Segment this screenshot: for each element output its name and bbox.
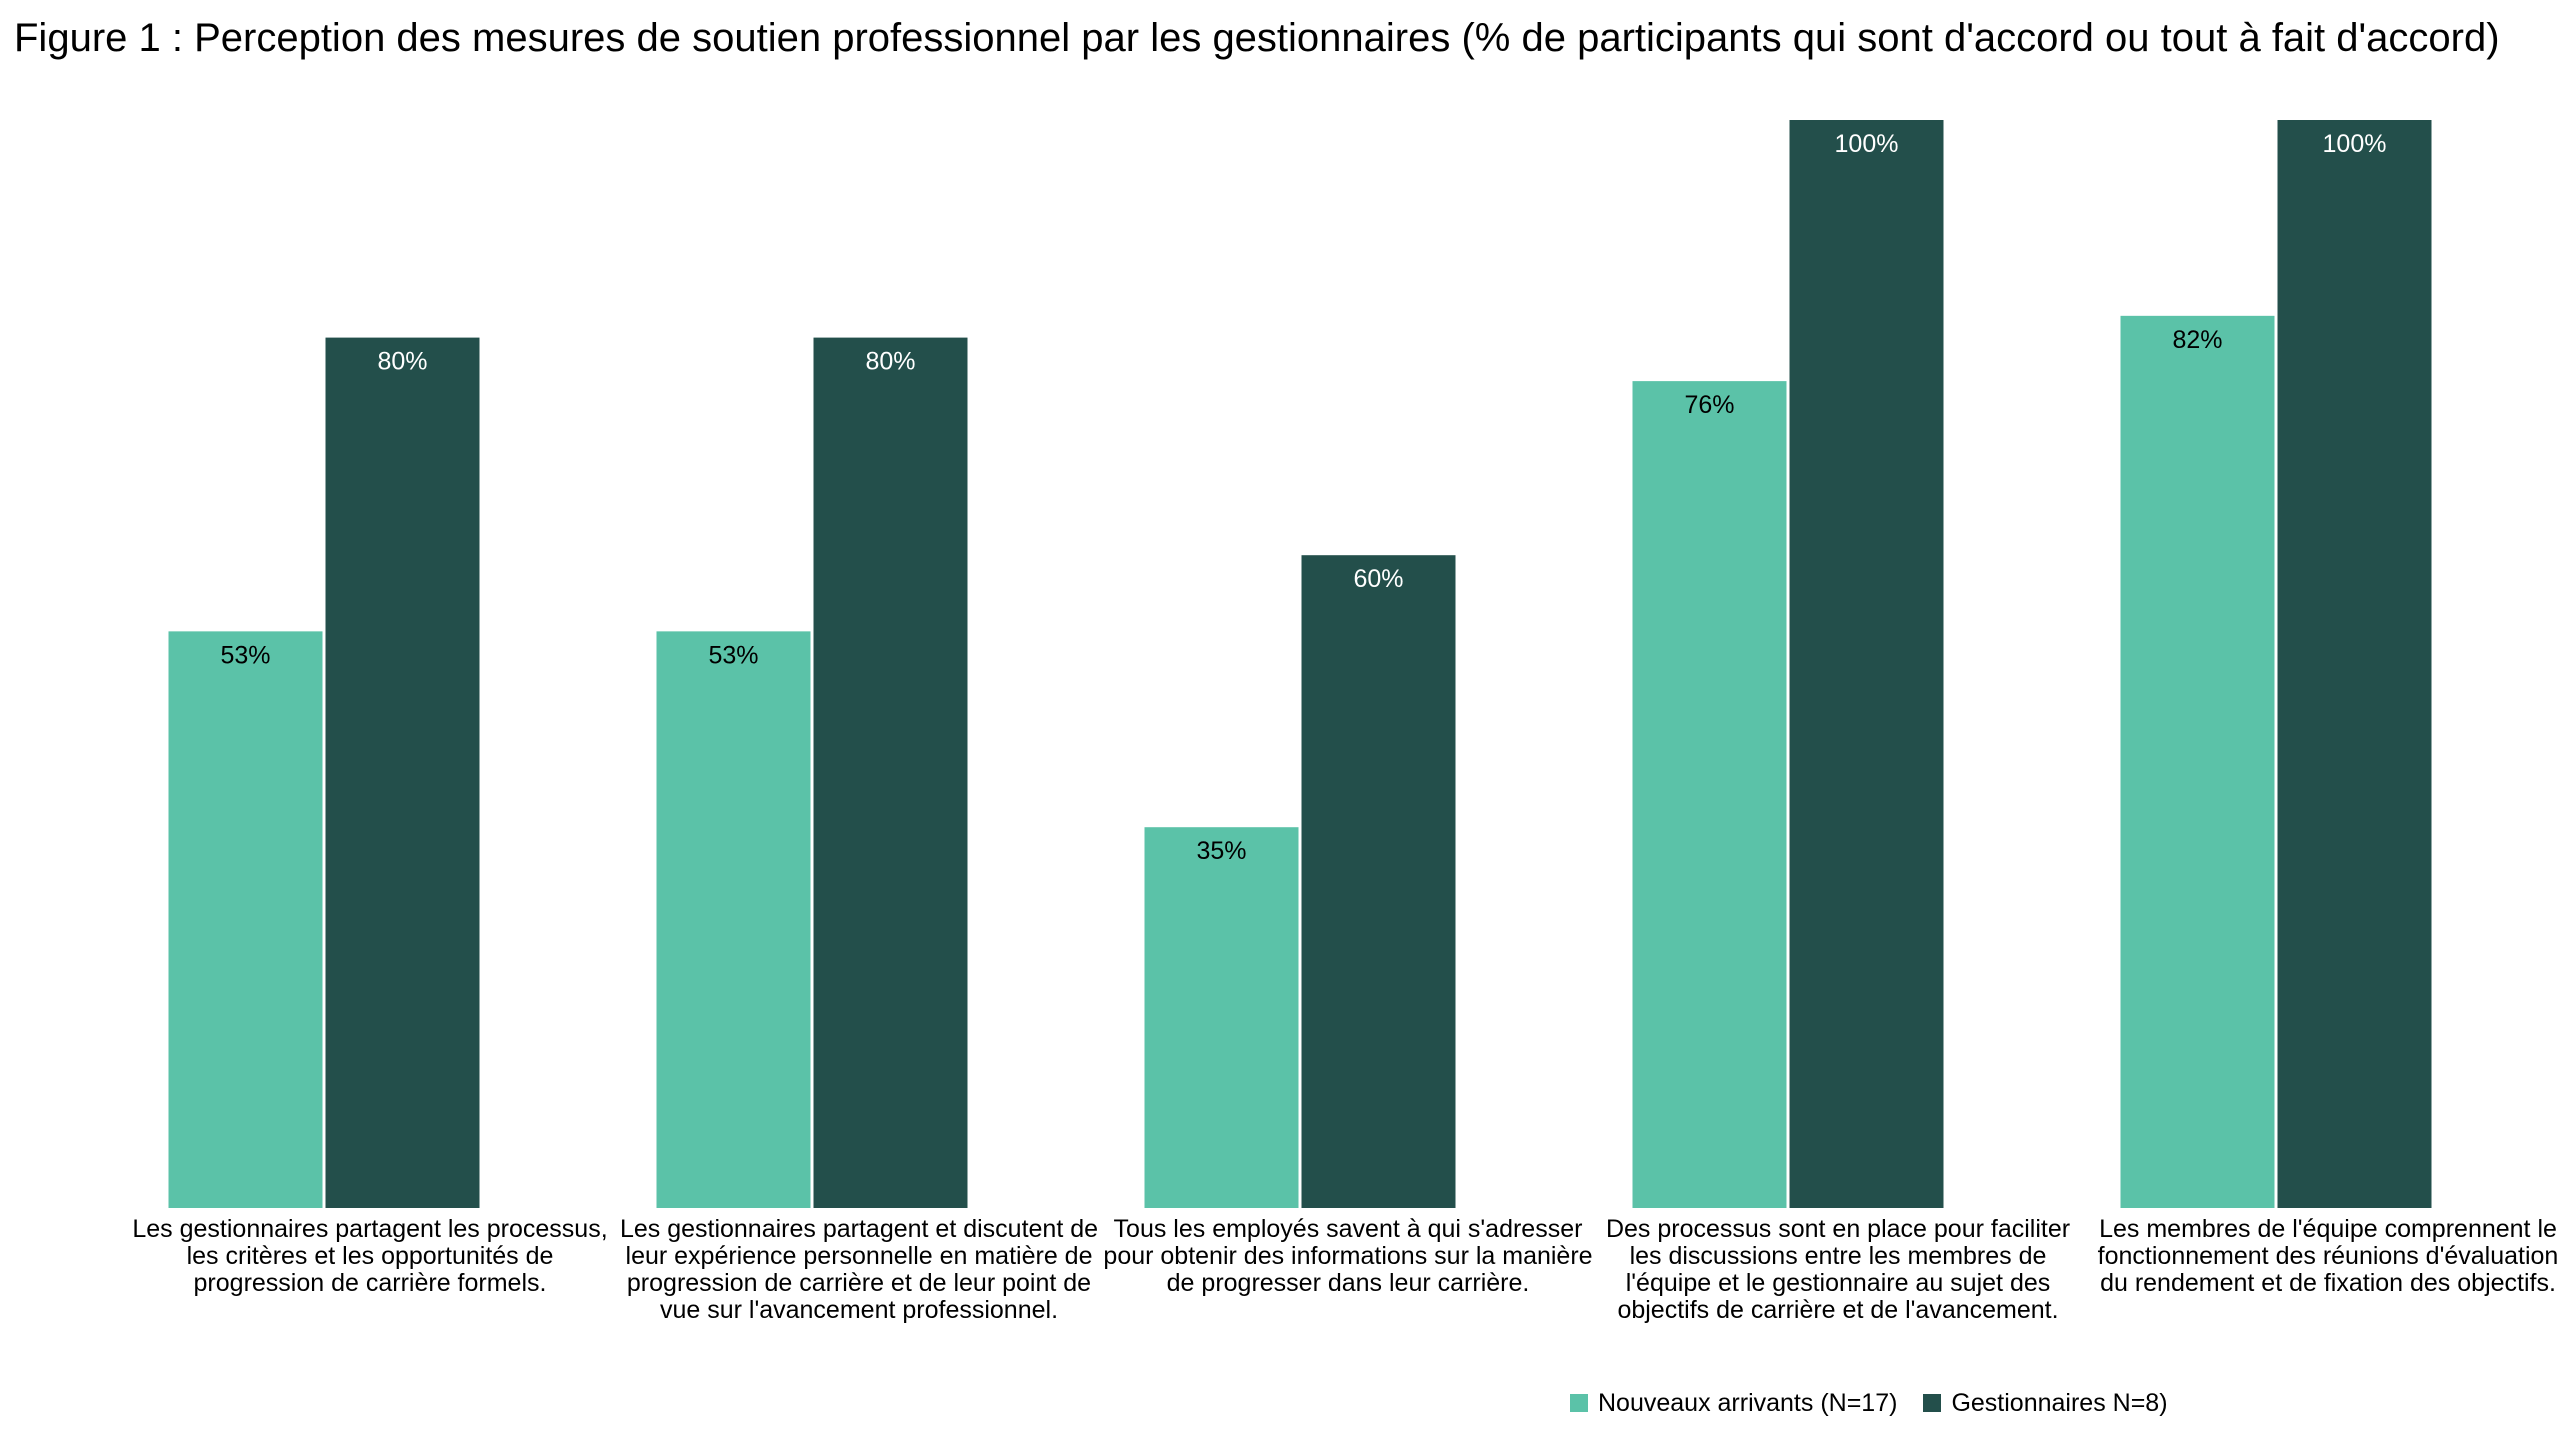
value-label-newcomers-3: 35% bbox=[1196, 837, 1246, 865]
chart-title: Figure 1 : Perception des mesures de sou… bbox=[14, 16, 2500, 60]
value-label-newcomers-1: 53% bbox=[220, 641, 270, 669]
value-label-managers-5: 100% bbox=[2323, 130, 2387, 158]
legend-label-newcomers: Nouveaux arrivants (N=17) bbox=[1598, 1388, 1898, 1417]
bar-managers-2 bbox=[813, 337, 968, 1209]
value-labels-layer: 53% 80% 53% 80% 35% 60% 76% 100% 82% 100% bbox=[220, 130, 2386, 865]
value-label-managers-3: 60% bbox=[1353, 565, 1403, 593]
value-label-newcomers-2: 53% bbox=[708, 641, 758, 669]
category-label-4: Des processus sont en place pour facilit… bbox=[1605, 1215, 2071, 1324]
bar-managers-3 bbox=[1301, 555, 1456, 1208]
value-label-managers-2: 80% bbox=[865, 348, 915, 376]
bars-layer bbox=[168, 120, 2432, 1209]
category-label-1: Les gestionnaires partagent les processu… bbox=[132, 1215, 608, 1297]
value-label-managers-4: 100% bbox=[1835, 130, 1899, 158]
bar-newcomers-5 bbox=[2120, 315, 2275, 1209]
value-label-managers-1: 80% bbox=[377, 348, 427, 376]
legend-label-managers: Gestionnaires N=8) bbox=[1951, 1388, 2168, 1417]
bar-managers-4 bbox=[1789, 120, 1944, 1208]
bar-newcomers-3 bbox=[1144, 827, 1299, 1208]
legend-item-newcomers: Nouveaux arrivants (N=17) bbox=[1570, 1389, 1897, 1418]
legend-swatch-newcomers bbox=[1570, 1394, 1588, 1412]
value-label-newcomers-5: 82% bbox=[2172, 326, 2222, 354]
bar-newcomers-4 bbox=[1632, 381, 1787, 1208]
value-label-newcomers-4: 76% bbox=[1684, 391, 1734, 419]
bar-managers-5 bbox=[2277, 120, 2432, 1208]
category-label-3: Tous les employés savent à qui s'adresse… bbox=[1103, 1215, 1593, 1297]
category-label-2: Les gestionnaires partagent et discutent… bbox=[619, 1215, 1099, 1324]
bar-newcomers-1 bbox=[168, 631, 323, 1208]
category-label-5: Les membres de l'équipe comprennent le f… bbox=[2097, 1215, 2559, 1297]
bar-managers-1 bbox=[325, 337, 480, 1209]
legend-swatch-managers bbox=[1923, 1394, 1942, 1412]
bar-newcomers-2 bbox=[656, 631, 811, 1208]
legend: Nouveaux arrivants (N=17) Gestionnaires … bbox=[1570, 1386, 2194, 1420]
legend-item-managers: Gestionnaires N=8) bbox=[1923, 1388, 2168, 1418]
